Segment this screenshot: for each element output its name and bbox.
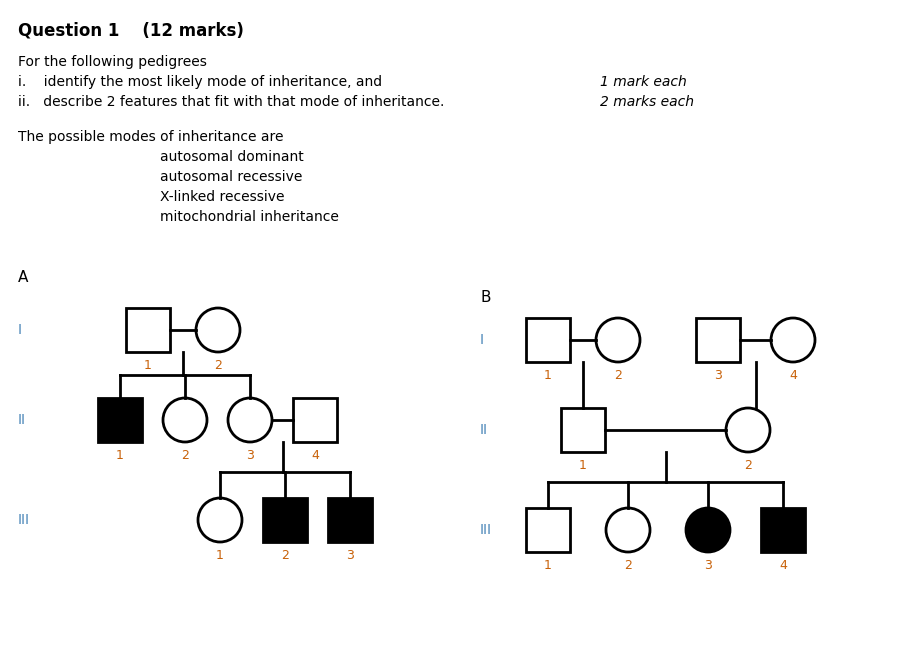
Text: 2: 2: [744, 459, 752, 472]
Text: 2: 2: [624, 559, 632, 572]
Circle shape: [228, 398, 272, 442]
Text: autosomal recessive: autosomal recessive: [160, 170, 303, 184]
Text: 1: 1: [544, 559, 552, 572]
Text: Question 1    (12 marks): Question 1 (12 marks): [18, 22, 244, 40]
Bar: [328, 498, 372, 542]
Text: I: I: [480, 333, 484, 347]
Text: A: A: [18, 270, 28, 285]
Text: X-linked recessive: X-linked recessive: [160, 190, 285, 204]
Text: 2: 2: [214, 359, 222, 372]
Text: 2: 2: [181, 449, 189, 462]
Circle shape: [771, 318, 815, 362]
Circle shape: [196, 308, 240, 352]
Text: III: III: [480, 523, 492, 537]
Text: 1: 1: [144, 359, 152, 372]
Text: 1: 1: [579, 459, 587, 472]
Text: II: II: [18, 413, 26, 427]
Text: 3: 3: [346, 549, 354, 562]
Bar: [526, 318, 570, 362]
Bar: [761, 508, 805, 552]
Text: 3: 3: [704, 559, 712, 572]
Text: I: I: [18, 323, 22, 337]
Bar: [126, 308, 170, 352]
Text: 1 mark each: 1 mark each: [600, 75, 687, 89]
Circle shape: [163, 398, 207, 442]
Text: autosomal dominant: autosomal dominant: [160, 150, 304, 164]
Bar: [293, 398, 337, 442]
Text: 2: 2: [281, 549, 289, 562]
Text: i.    identify the most likely mode of inheritance, and: i. identify the most likely mode of inhe…: [18, 75, 382, 89]
Text: II: II: [480, 423, 488, 437]
Text: 1: 1: [216, 549, 224, 562]
Text: mitochondrial inheritance: mitochondrial inheritance: [160, 210, 339, 224]
Circle shape: [198, 498, 242, 542]
Bar: [696, 318, 740, 362]
Circle shape: [726, 408, 770, 452]
Text: III: III: [18, 513, 30, 527]
Text: 4: 4: [311, 449, 319, 462]
Text: 1: 1: [544, 369, 552, 382]
Bar: [98, 398, 142, 442]
Text: 4: 4: [779, 559, 787, 572]
Bar: [526, 508, 570, 552]
Text: For the following pedigrees: For the following pedigrees: [18, 55, 207, 69]
Text: 3: 3: [714, 369, 722, 382]
Bar: [263, 498, 307, 542]
Text: ii.   describe 2 features that fit with that mode of inheritance.: ii. describe 2 features that fit with th…: [18, 95, 444, 109]
Text: 2: 2: [614, 369, 622, 382]
Text: B: B: [480, 290, 490, 305]
Text: 3: 3: [246, 449, 254, 462]
Circle shape: [596, 318, 640, 362]
Text: The possible modes of inheritance are: The possible modes of inheritance are: [18, 130, 284, 144]
Circle shape: [686, 508, 730, 552]
Text: 4: 4: [789, 369, 797, 382]
Circle shape: [606, 508, 650, 552]
Text: 1: 1: [116, 449, 124, 462]
Bar: [561, 408, 605, 452]
Text: 2 marks each: 2 marks each: [600, 95, 694, 109]
